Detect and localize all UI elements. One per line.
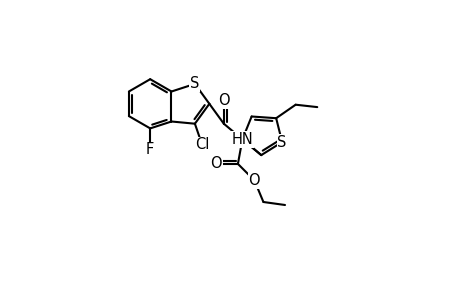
Text: S: S [277, 135, 286, 150]
Text: O: O [218, 93, 229, 108]
Text: O: O [210, 156, 222, 171]
Text: O: O [248, 173, 260, 188]
Text: S: S [190, 76, 199, 92]
Text: Cl: Cl [195, 137, 209, 152]
Text: F: F [146, 142, 154, 158]
Text: HN: HN [231, 132, 253, 147]
